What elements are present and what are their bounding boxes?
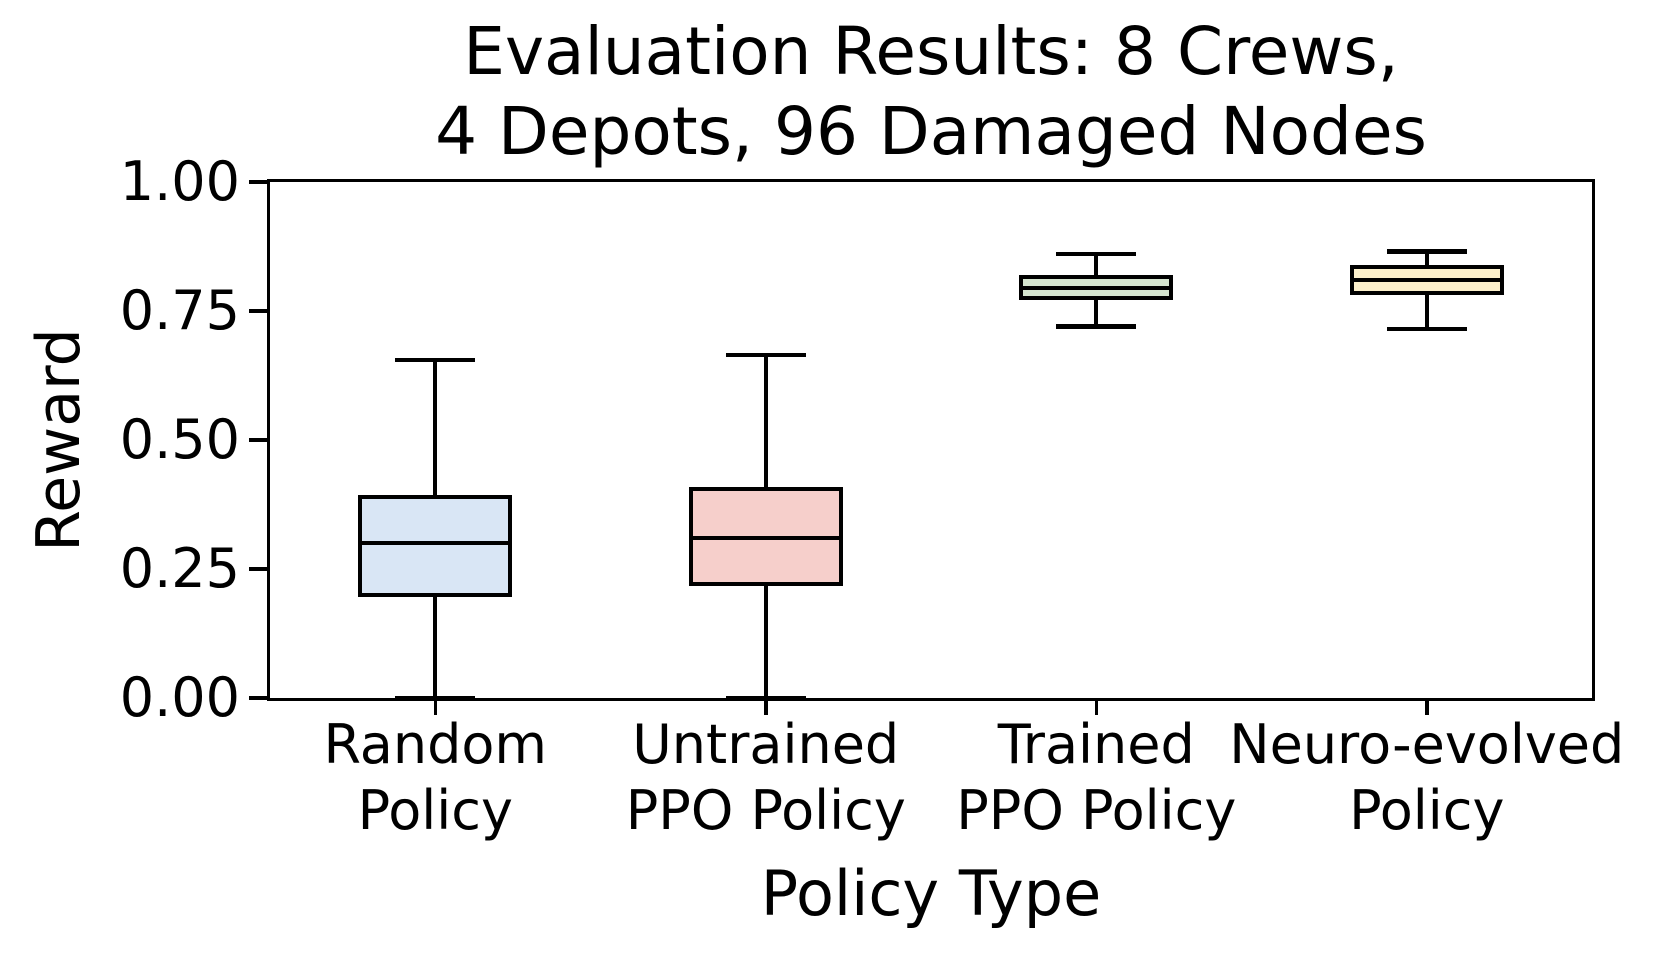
box-median-line xyxy=(688,535,843,541)
box-whisker-upper xyxy=(1424,251,1429,268)
plot-area xyxy=(270,182,1592,701)
x-tick-mark xyxy=(1094,698,1098,715)
box-whisker-upper xyxy=(763,354,768,490)
box-whisker-lower xyxy=(763,584,768,698)
x-tick-label: Trained PPO Policy xyxy=(956,713,1237,842)
whisker-cap-upper xyxy=(395,357,476,363)
y-tick-label: 0.25 xyxy=(119,537,240,600)
box-whisker-upper xyxy=(433,360,438,497)
box-median-line xyxy=(358,540,513,546)
y-tick-label: 0.50 xyxy=(119,408,240,471)
whisker-cap-lower xyxy=(1056,324,1137,329)
x-tick-label: Neuro-evolved Policy xyxy=(1229,713,1625,842)
x-tick-mark xyxy=(1425,698,1429,715)
y-tick-mark xyxy=(248,180,267,184)
x-tick-label: Random Policy xyxy=(323,713,548,842)
box-median-line xyxy=(1349,277,1504,283)
whisker-cap-upper xyxy=(1386,249,1467,254)
whisker-cap-upper xyxy=(1056,251,1137,257)
chart-title: Evaluation Results: 8 Crews, 4 Depots, 9… xyxy=(435,13,1427,170)
y-tick-label: 1.00 xyxy=(119,150,240,213)
box-whisker-lower xyxy=(1094,298,1099,327)
y-tick-mark xyxy=(248,438,267,442)
x-tick-mark xyxy=(764,698,768,715)
x-axis-label: Policy Type xyxy=(760,857,1102,930)
x-tick-label: Untrained PPO Policy xyxy=(625,713,906,842)
box-median-line xyxy=(1019,285,1174,291)
y-tick-mark xyxy=(248,567,267,571)
box-whisker-upper xyxy=(1094,254,1099,278)
box-whisker-lower xyxy=(433,594,438,698)
plot-spines xyxy=(266,178,1595,701)
box-whisker-lower xyxy=(1424,292,1429,330)
y-tick-label: 0.75 xyxy=(119,279,240,342)
whisker-cap-upper xyxy=(725,352,806,358)
y-tick-label: 0.00 xyxy=(119,666,240,729)
x-tick-mark xyxy=(433,698,437,715)
y-tick-mark xyxy=(248,309,267,313)
y-tick-mark xyxy=(248,696,267,700)
whisker-cap-lower xyxy=(1386,326,1467,332)
box-iqr xyxy=(358,494,513,597)
